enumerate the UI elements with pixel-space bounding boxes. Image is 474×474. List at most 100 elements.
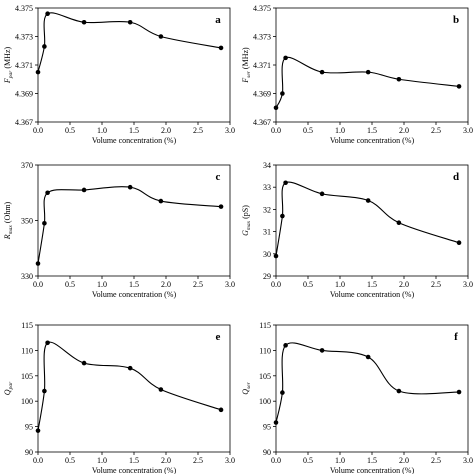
data-point [45, 11, 50, 16]
x-tick-label: 2.0 [399, 456, 409, 465]
series-line [37, 341, 222, 431]
y-tick-label: 4.367 [253, 118, 271, 127]
y-tick-label: 32 [263, 205, 271, 214]
data-point [127, 19, 133, 25]
x-axis-title: Volume concentration (%) [330, 466, 415, 474]
data-point [127, 184, 133, 190]
y-tick-label: 115 [259, 321, 271, 330]
data-point [158, 198, 164, 204]
x-tick-label: 1.5 [129, 456, 139, 465]
data-point [273, 105, 279, 111]
y-tick-label: 4.373 [253, 33, 271, 42]
x-axis-title: Volume concentration (%) [330, 290, 415, 299]
x-tick-label: 2.5 [193, 126, 203, 135]
data-point [283, 55, 288, 61]
x-axis-title: Volume concentration (%) [330, 136, 415, 145]
data-point [283, 343, 288, 348]
x-tick-label: 0.5 [65, 126, 75, 135]
y-tick-label: 29 [263, 272, 271, 281]
y-tick-label: 90 [263, 448, 271, 457]
y-tick-label: 4.369 [15, 90, 33, 99]
data-point [456, 389, 462, 395]
x-tick-label: 2.0 [161, 280, 171, 289]
data-point [319, 69, 325, 75]
x-tick-label: 0.5 [303, 456, 313, 465]
x-tick-label: 1.5 [129, 280, 139, 289]
x-tick-label: 0.0 [33, 280, 43, 289]
data-point [280, 390, 285, 395]
y-tick-label: 4.373 [15, 33, 33, 42]
x-tick-label: 0.5 [303, 126, 313, 135]
y-axis-title: Qpar [3, 381, 14, 395]
y-tick-label: 330 [21, 272, 33, 281]
panel-label: f [454, 331, 458, 343]
x-tick-label: 2.5 [431, 280, 441, 289]
chart-panel-a: 0.0 0.5 1.0 1.5 2.0 2.5 3.0 4.367 4.369 4.371 4.37… [3, 4, 235, 145]
y-tick-label: 350 [21, 217, 33, 226]
x-tick-label: 1.0 [97, 456, 107, 465]
x-axis-title: Volume concentration (%) [92, 290, 177, 299]
x-tick-label: 0.5 [65, 280, 75, 289]
data-point [42, 388, 47, 394]
x-tick-label: 1.5 [367, 126, 377, 135]
x-tick-label: 2.0 [161, 126, 171, 135]
chart-panel-d: 0.0 0.5 1.0 1.5 2.0 2.5 3.0 29 30 31 32 33 34 Volume … [241, 161, 473, 299]
data-point [218, 407, 224, 413]
y-tick-label: 105 [259, 372, 271, 381]
data-point [456, 84, 462, 89]
panel-label: a [215, 14, 221, 26]
y-tick-label: 95 [263, 423, 271, 432]
series-line [275, 56, 460, 109]
x-tick-label: 0.0 [33, 456, 43, 465]
plot-frame [37, 324, 231, 453]
y-tick-label: 110 [21, 346, 33, 355]
data-point [396, 76, 402, 82]
x-axis-title: Volume concentration (%) [92, 466, 177, 474]
x-tick-label: 1.0 [335, 126, 345, 135]
data-point [396, 220, 402, 226]
y-tick-label: 4.371 [253, 61, 271, 70]
y-tick-label: 4.367 [15, 118, 33, 127]
chart-panel-e: 0.0 0.5 1.0 1.5 2.0 2.5 3.0 90 95 100 105 110 115 Vol… [3, 321, 235, 474]
panel-label: d [453, 171, 459, 183]
y-axis-title: Fser (MHz) [241, 47, 252, 84]
x-tick-label: 0.5 [65, 456, 75, 465]
x-tick-label: 3.0 [225, 126, 235, 135]
x-tick-label: 1.0 [97, 280, 107, 289]
x-tick-label: 2.5 [193, 456, 203, 465]
x-tick-label: 1.0 [335, 280, 345, 289]
panel-label: b [453, 14, 459, 26]
plot-frame [275, 324, 469, 453]
y-tick-label: 100 [259, 397, 271, 406]
x-tick-label: 0.0 [33, 126, 43, 135]
data-point [365, 198, 371, 203]
data-point [273, 253, 279, 259]
x-tick-label: 1.0 [97, 126, 107, 135]
y-tick-label: 4.369 [253, 90, 271, 99]
data-point [35, 428, 41, 433]
x-tick-label: 3.0 [463, 280, 473, 289]
data-point [319, 348, 325, 353]
y-tick-label: 100 [21, 397, 33, 406]
data-point [218, 45, 224, 51]
data-point [35, 261, 41, 266]
x-tick-label: 1.5 [367, 456, 377, 465]
x-tick-label: 2.5 [431, 456, 441, 465]
data-point [42, 44, 47, 49]
y-axis-title: Gmax (pS) [241, 205, 252, 236]
data-point [81, 187, 87, 193]
data-point [45, 340, 50, 346]
data-point [319, 191, 325, 197]
y-axis-title: Qser [241, 381, 252, 394]
data-point [365, 354, 371, 360]
x-tick-label: 3.0 [463, 456, 473, 465]
plot-frame [37, 7, 231, 123]
series-line [275, 181, 460, 257]
plot-frame [37, 164, 231, 277]
data-point [283, 180, 288, 186]
x-tick-label: 2.0 [399, 126, 409, 135]
y-tick-label: 31 [263, 228, 271, 237]
y-tick-label: 33 [263, 183, 271, 192]
x-tick-label: 0.0 [271, 456, 281, 465]
data-point [365, 69, 371, 75]
